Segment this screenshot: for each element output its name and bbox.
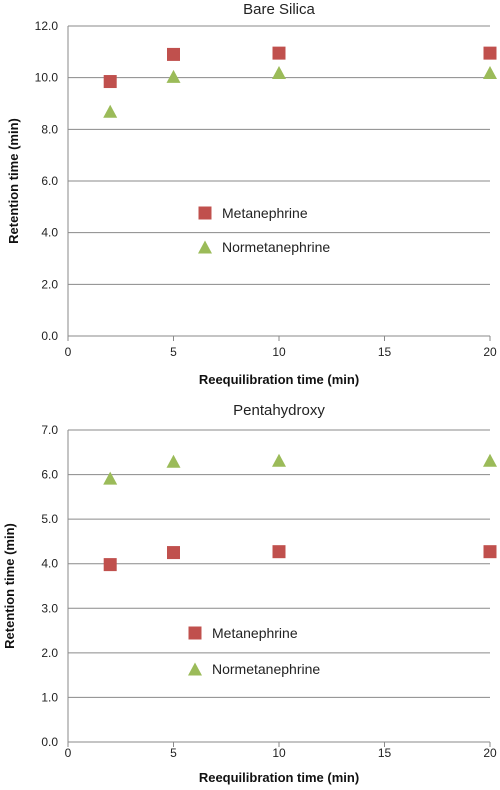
chart-2-series-1-point xyxy=(103,558,117,572)
chart-1-y-tick-label: 10.0 xyxy=(35,71,59,85)
chart-1-y-tick-label: 8.0 xyxy=(41,122,58,136)
chart-2-x-tick-label: 15 xyxy=(378,746,392,760)
chart-1-series-1-point xyxy=(103,75,117,89)
chart-1-series-2-point xyxy=(483,66,497,79)
chart-2-y-tick-label: 3.0 xyxy=(41,601,58,615)
chart-1-legend-label-1: Metanephrine xyxy=(222,205,308,221)
chart-2-series-2-point xyxy=(483,453,497,467)
chart-1-x-tick-label: 0 xyxy=(65,345,72,359)
chart-2-series-2-point xyxy=(103,471,118,485)
chart-1-y-tick-label: 4.0 xyxy=(41,226,58,240)
chart-1-series-1-point xyxy=(167,47,180,61)
chart-1-series-1-point xyxy=(483,46,497,60)
chart-1-legend-marker-1 xyxy=(198,206,212,220)
chart-2-y-tick-label: 7.0 xyxy=(41,423,58,437)
chart-2-legend-marker-2 xyxy=(188,662,202,676)
chart-2-title: Pentahydroxy xyxy=(233,402,325,419)
chart-2-y-tick-label: 4.0 xyxy=(41,557,58,571)
chart-1-x-axis-label: Reequilibration time (min) xyxy=(199,372,359,387)
chart-1-series-2-point xyxy=(166,69,181,83)
chart-2-legend-marker-1 xyxy=(188,626,202,640)
chart-1-series-1-point xyxy=(272,46,286,60)
chart-1-legend-marker-2 xyxy=(198,240,212,254)
chart-2-legend-label-2: Normetanephrine xyxy=(212,661,320,677)
chart-2-series-2-point xyxy=(166,454,181,468)
chart-2-x-tick-label: 20 xyxy=(483,746,497,760)
chart-2-y-tick-label: 6.0 xyxy=(41,468,58,482)
chart-1-x-tick-label: 10 xyxy=(272,345,286,359)
chart-2-x-tick-label: 10 xyxy=(272,746,286,760)
chart-2-x-axis-label: Reequilibration time (min) xyxy=(199,770,359,785)
chart-2-legend-label-1: Metanephrine xyxy=(212,625,298,641)
chart-2-y-axis-label: Retention time (min) xyxy=(2,523,17,649)
chart-2-y-tick-label: 0.0 xyxy=(41,735,58,749)
chart-1-x-tick-label: 20 xyxy=(483,345,497,359)
chart-2-series-2-point xyxy=(272,453,286,467)
chart-1-y-tick-label: 0.0 xyxy=(41,329,58,343)
chart-1-series-2-point xyxy=(103,104,118,118)
chart-2-x-tick-label: 0 xyxy=(65,746,72,760)
chart-1-y-tick-label: 12.0 xyxy=(35,19,59,33)
chart-1-legend-label-2: Normetanephrine xyxy=(222,239,330,255)
chart-1-y-tick-label: 6.0 xyxy=(41,174,58,188)
chart-2-y-tick-label: 1.0 xyxy=(41,690,58,704)
chart-2-x-tick-label: 5 xyxy=(170,746,177,760)
chart-2-series-1-point xyxy=(483,545,497,559)
chart-1-x-tick-label: 15 xyxy=(378,345,392,359)
chart-1-x-tick-label: 5 xyxy=(170,345,177,359)
chart-1-y-tick-label: 2.0 xyxy=(41,277,58,291)
chart-2-y-tick-label: 5.0 xyxy=(41,512,58,526)
chart-2-series-1-point xyxy=(272,545,286,559)
chart-1-y-axis-label: Retention time (min) xyxy=(6,118,21,244)
chart-1-title: Bare Silica xyxy=(243,1,315,18)
chart-2-y-tick-label: 2.0 xyxy=(41,646,58,660)
chart-1-series-2-point xyxy=(272,66,286,79)
chart-2-series-1-point xyxy=(167,546,180,560)
